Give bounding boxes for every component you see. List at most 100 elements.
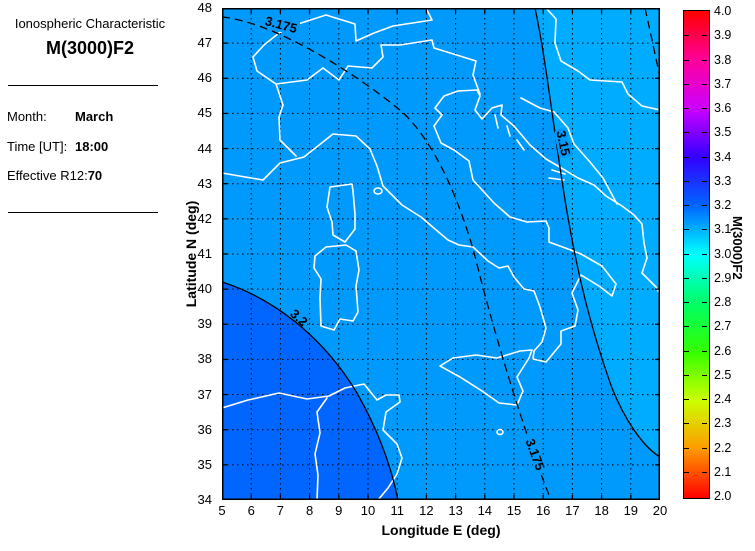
- coastline-sicily: [439, 349, 533, 406]
- y-axis-tick-labels: 34 35 36 37 38 39 40 41 42 43 44 45 46 47 48: [189, 1, 217, 507]
- colorbar-tick-label: 2.3: [714, 416, 732, 431]
- month-label: Month:: [7, 109, 47, 124]
- colorbar-tick-mark: [702, 277, 707, 279]
- y-tick-label: 43: [197, 175, 212, 191]
- time-row: Time [UT]: 18:00: [7, 139, 108, 154]
- colorbar-tick-label: 2.1: [714, 464, 732, 479]
- colorbar-tick-mark: [684, 374, 689, 376]
- y-tick-label: 47: [197, 35, 212, 51]
- colorbar-tick-label: 2.2: [714, 440, 732, 455]
- x-tick-label: 17: [565, 503, 580, 518]
- colorbar-tick-label: 2.4: [714, 392, 732, 406]
- contour-3-2-solid: [222, 281, 399, 500]
- month-row: Month: March: [7, 109, 113, 124]
- region-high-fill: [222, 282, 398, 500]
- colorbar-tick-mark: [684, 399, 689, 400]
- colorbar-tick-mark: [702, 423, 707, 425]
- colorbar: [683, 10, 710, 499]
- y-tick-label: 34: [197, 492, 212, 507]
- colorbar-tick-mark: [684, 423, 689, 425]
- colorbar-tick-mark: [684, 447, 689, 449]
- colorbar-tick-label: 2.6: [714, 343, 732, 358]
- x-tick-label: 8: [305, 503, 314, 518]
- plot-frame: [222, 8, 660, 500]
- colorbar-tick-mark: [702, 108, 707, 109]
- map-outlines: [222, 8, 660, 500]
- colorbar-tick-label: 2.9: [714, 270, 732, 285]
- y-tick-label: 36: [197, 421, 212, 437]
- colorbar-tick-mark: [684, 156, 689, 158]
- colorbar-tick-mark: [702, 35, 707, 37]
- time-label: Time [UT]:: [7, 139, 68, 154]
- colorbar-tick-mark: [702, 83, 707, 85]
- contour-3-15-solid: [534, 8, 660, 458]
- contour-3-175-dashed: [222, 16, 552, 500]
- y-tick-label: 40: [197, 281, 212, 297]
- colorbar-tick-label: 2.8: [714, 295, 732, 309]
- r12-value: 70: [87, 168, 103, 183]
- y-tick-label: 46: [197, 70, 212, 86]
- x-axis-title: Longitude E (deg): [381, 522, 501, 538]
- colorbar-tick-mark: [702, 350, 707, 352]
- parameter-panel: Ionospheric Characteristic M(3000)F2 Mon…: [0, 0, 185, 551]
- colorbar-tick-mark: [702, 302, 707, 303]
- colorbar-tick-mark: [684, 83, 689, 85]
- month-value: March: [75, 109, 114, 124]
- colorbar-tick-mark: [702, 156, 707, 158]
- colorbar-tick-mark: [684, 205, 689, 206]
- colorbar-tick-mark: [702, 229, 707, 231]
- border-alps: [252, 8, 481, 157]
- region-low-fill: [535, 8, 660, 457]
- r12-row: Effective R12:70: [7, 168, 102, 183]
- coastline-africa: [222, 383, 403, 500]
- contour-map-plot: 3.175 3.15 3.2 3.175: [222, 8, 660, 500]
- colorbar-tick-mark: [702, 180, 707, 182]
- coastline-sardinia: [313, 244, 360, 331]
- coastline-corsica: [326, 183, 356, 243]
- y-tick-label: 37: [197, 386, 212, 402]
- colorbar-tick-mark: [684, 277, 689, 279]
- y-tick-label: 44: [197, 140, 212, 156]
- colorbar-title: M(3000)F2: [730, 216, 745, 280]
- y-tick-label: 39: [197, 316, 212, 332]
- colorbar-tick-mark: [684, 326, 689, 328]
- colorbar-tick-labels: 4.0 3.9 3.8 3.7 3.6 3.5 3.4 3.3 3.2 3.1 3.0 2.9 2.8 2…: [714, 4, 748, 503]
- y-tick-label: 42: [197, 210, 212, 226]
- colorbar-tick-label: 3.0: [714, 246, 732, 261]
- colorbar-tick-mark: [702, 205, 707, 206]
- x-tick-label: 18: [594, 503, 609, 518]
- colorbar-tick-mark: [684, 471, 689, 473]
- colorbar-tick-label: 3.5: [714, 125, 732, 140]
- y-axis-title: Latitude N (deg): [183, 200, 199, 308]
- colorbar-tick-mark: [702, 59, 707, 61]
- y-tick-label: 35: [197, 456, 212, 472]
- time-value: 18:00: [75, 139, 109, 154]
- x-tick-label: 20: [652, 503, 668, 518]
- colorbar-tick-label: 3.7: [714, 76, 732, 91]
- x-tick-label: 13: [448, 503, 463, 518]
- colorbar-tick-mark: [684, 132, 689, 134]
- colorbar-tick-mark: [684, 35, 689, 37]
- colorbar-tick-label: 3.8: [714, 52, 732, 67]
- colorbar-tick-label: 3.1: [714, 222, 732, 237]
- colorbar-tick-mark: [702, 253, 707, 255]
- x-tick-label: 5: [218, 503, 226, 518]
- colorbar-tick-mark: [702, 447, 707, 449]
- y-tick-label: 48: [197, 0, 212, 15]
- x-axis-tick-labels: 5 6 7 8 9 10 11 12 13 14 15 16 17 18 19 20: [218, 503, 667, 519]
- y-tick-label: 38: [197, 351, 212, 367]
- colorbar-tick-label: 3.4: [714, 149, 732, 164]
- colorbar-tick-mark: [684, 302, 689, 303]
- colorbar-tick-mark: [684, 180, 689, 182]
- x-tick-label: 9: [335, 503, 343, 518]
- colorbar-tick-mark: [684, 229, 689, 231]
- coastline-small-islands: [373, 114, 566, 436]
- colorbar-tick-mark: [702, 132, 707, 134]
- colorbar-tick-mark: [702, 326, 707, 328]
- panel-divider-bottom: [8, 212, 158, 213]
- x-tick-label: 14: [477, 503, 493, 518]
- colorbar-tick-mark: [702, 471, 707, 473]
- colorbar-tick-mark: [684, 108, 689, 109]
- panel-divider-top: [8, 85, 158, 86]
- characteristic-name: M(3000)F2: [45, 38, 135, 58]
